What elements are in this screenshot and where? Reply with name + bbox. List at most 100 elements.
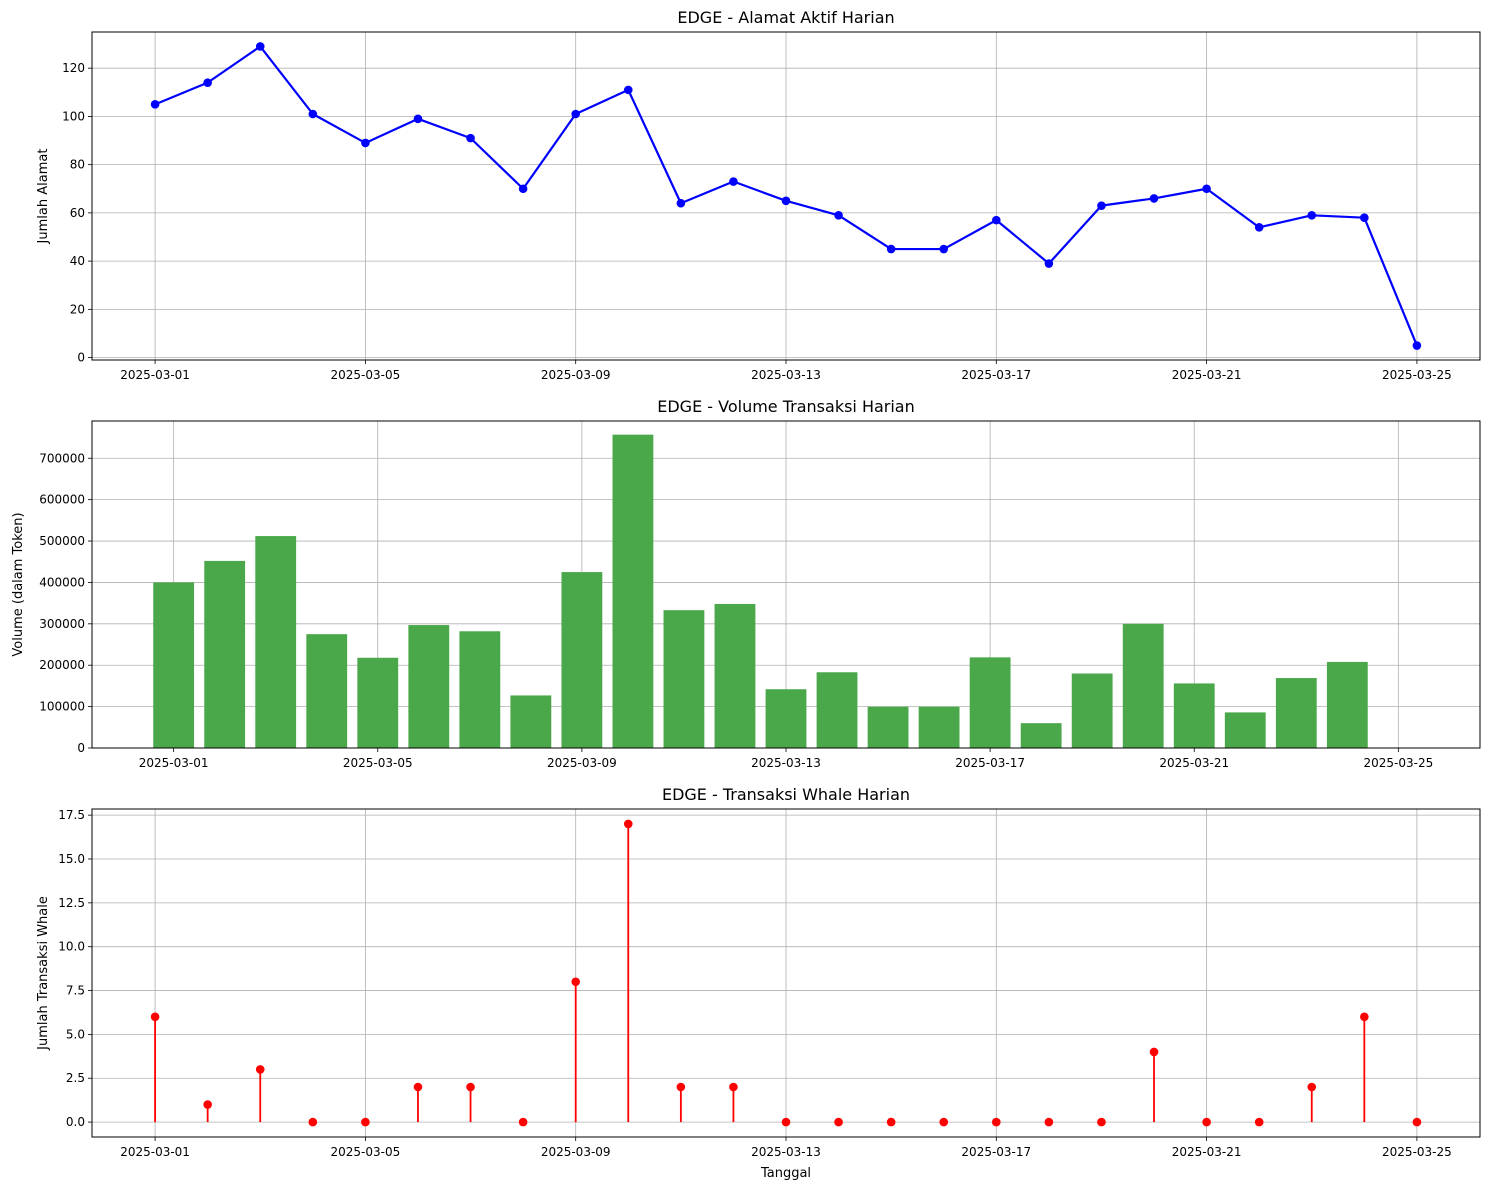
data-point xyxy=(203,78,212,87)
bar xyxy=(255,536,297,748)
x-tick-label: 2025-03-17 xyxy=(961,1145,1031,1159)
y-tick-label: 15.0 xyxy=(58,852,85,866)
stem-marker xyxy=(939,1117,949,1127)
stem-marker xyxy=(1044,1117,1054,1127)
data-point xyxy=(308,109,318,119)
data-point xyxy=(1307,210,1317,220)
y-tick-label: 500000 xyxy=(39,534,85,548)
stem-marker xyxy=(886,1117,896,1127)
x-tick-label: 2025-03-17 xyxy=(961,368,1031,382)
chart-title: EDGE - Transaksi Whale Harian xyxy=(662,785,910,804)
bar xyxy=(1173,683,1215,748)
y-tick-label: 100 xyxy=(62,109,85,123)
y-tick-label: 200000 xyxy=(39,658,85,672)
y-tick-label: 10.0 xyxy=(58,940,85,954)
grid xyxy=(92,32,1480,360)
axes-frame xyxy=(91,420,1481,749)
y-tick-label: 20 xyxy=(70,302,85,316)
y-tick-label: 100000 xyxy=(39,700,85,714)
x-tick-label: 2025-03-09 xyxy=(541,1145,611,1159)
y-tick-label: 700000 xyxy=(39,451,85,465)
bar xyxy=(663,610,705,748)
chart-title: EDGE - Alamat Aktif Harian xyxy=(677,8,894,27)
bar xyxy=(1326,661,1368,748)
y-tick-label: 0 xyxy=(77,351,85,365)
data-point xyxy=(1360,213,1369,223)
bar xyxy=(816,672,858,748)
x-tick-label: 2025-03-21 xyxy=(1172,1145,1242,1159)
y-tick-label: 12.5 xyxy=(58,896,85,910)
data-point xyxy=(413,114,423,124)
y-tick-label: 600000 xyxy=(39,493,85,507)
x-tick-label: 2025-03-01 xyxy=(120,1145,190,1159)
stem-marker xyxy=(361,1117,370,1127)
bar xyxy=(918,706,960,748)
stem-marker xyxy=(729,1082,738,1092)
chart-panel-2: 2025-03-01 2025-03-05 2025-03-09 2025-03-13… xyxy=(11,397,1481,770)
data-point xyxy=(361,138,370,148)
data-point xyxy=(1097,201,1106,210)
bar xyxy=(1071,673,1113,748)
stem-marker xyxy=(676,1082,686,1092)
y-axis-label: Volume (dalam Token) xyxy=(11,512,26,656)
y-tick-label: 400000 xyxy=(39,575,85,589)
stem-marker xyxy=(834,1117,843,1127)
x-tick-label: 2025-03-05 xyxy=(331,1145,401,1159)
stem-marker xyxy=(466,1082,475,1092)
stem-marker xyxy=(1149,1047,1159,1057)
stem-marker xyxy=(992,1117,1001,1127)
y-tick-label: 7.5 xyxy=(66,984,85,998)
x-tick-label: 2025-03-05 xyxy=(331,368,401,382)
stem-marker xyxy=(1254,1117,1264,1127)
stem-marker xyxy=(1412,1117,1422,1127)
bar xyxy=(204,560,246,748)
bar xyxy=(459,631,501,748)
x-tick-label: 2025-03-25 xyxy=(1382,368,1452,382)
stem-marker xyxy=(308,1117,318,1127)
y-tick-label: 40 xyxy=(70,254,85,268)
x-tick-label: 2025-03-25 xyxy=(1363,756,1433,770)
data-point xyxy=(518,184,528,194)
x-tick-label: 2025-03-09 xyxy=(541,368,611,382)
x-tick-label: 2025-03-21 xyxy=(1159,756,1229,770)
x-tick-label: 2025-03-13 xyxy=(751,1145,821,1159)
chart-title: EDGE - Volume Transaksi Harian xyxy=(657,397,915,416)
y-tick-label: 120 xyxy=(62,61,85,75)
bar xyxy=(612,434,654,748)
stem-marker xyxy=(1202,1117,1211,1127)
data-point xyxy=(150,100,160,109)
stem-marker xyxy=(623,819,633,829)
x-tick-label: 2025-03-05 xyxy=(343,756,413,770)
bar xyxy=(561,572,603,748)
x-tick-label: 2025-03-17 xyxy=(955,756,1025,770)
y-tick-label: 5.0 xyxy=(66,1027,85,1041)
bar xyxy=(969,657,1011,748)
stem-marker xyxy=(1360,1012,1369,1022)
data-point xyxy=(1044,259,1054,268)
bar xyxy=(714,603,756,748)
data-point xyxy=(1412,341,1422,350)
stem-marker xyxy=(571,977,580,987)
bar xyxy=(1275,678,1317,748)
chart-panel-1: 2025-03-01 2025-03-05 2025-03-09 2025-03-13… xyxy=(36,8,1481,382)
data-point xyxy=(1202,184,1211,194)
data-point xyxy=(992,215,1001,225)
bar xyxy=(1122,623,1164,748)
bar xyxy=(765,689,807,748)
axes-frame xyxy=(91,808,1481,1138)
y-tick-label: 17.5 xyxy=(58,808,85,822)
data-point xyxy=(255,42,265,51)
x-tick-label: 2025-03-13 xyxy=(751,368,821,382)
data-point xyxy=(571,109,580,119)
data-point xyxy=(781,196,791,206)
x-tick-label: 2025-03-13 xyxy=(751,756,821,770)
stem-marker xyxy=(150,1012,160,1022)
data-point xyxy=(834,210,843,220)
data-point xyxy=(886,244,896,254)
x-tick-label: 2025-03-09 xyxy=(547,756,617,770)
y-tick-label: 60 xyxy=(70,206,85,220)
y-axis-label: Jumlah Alamat xyxy=(36,149,51,245)
chart-panel-3: 2025-03-01 2025-03-05 2025-03-09 2025-03-13… xyxy=(36,785,1481,1181)
data-point xyxy=(729,177,738,186)
